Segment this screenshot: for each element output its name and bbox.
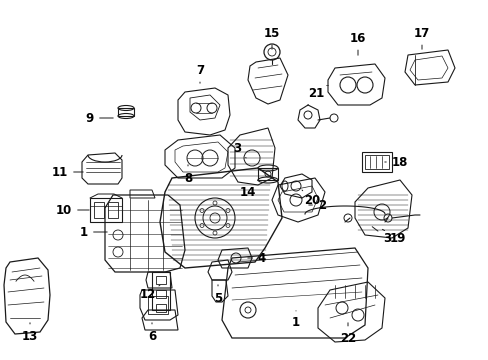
Text: 17: 17 bbox=[413, 27, 429, 49]
Text: 6: 6 bbox=[147, 323, 156, 342]
Text: 10: 10 bbox=[56, 203, 89, 216]
Text: 8: 8 bbox=[183, 165, 192, 185]
Text: 3: 3 bbox=[232, 141, 245, 158]
Text: 15: 15 bbox=[263, 27, 280, 49]
Text: 9: 9 bbox=[86, 112, 113, 125]
Text: 18: 18 bbox=[384, 156, 407, 168]
Text: 1: 1 bbox=[80, 225, 107, 239]
Text: 16: 16 bbox=[349, 32, 366, 55]
Text: 2: 2 bbox=[308, 198, 325, 212]
Text: 7: 7 bbox=[196, 63, 203, 83]
Text: 3: 3 bbox=[371, 227, 390, 244]
Text: 14: 14 bbox=[239, 180, 258, 198]
Text: 1: 1 bbox=[291, 311, 300, 329]
Text: 5: 5 bbox=[213, 285, 222, 305]
Text: 11: 11 bbox=[52, 166, 83, 179]
Text: 4: 4 bbox=[247, 252, 265, 265]
Text: 20: 20 bbox=[302, 190, 320, 207]
Text: 13: 13 bbox=[22, 323, 38, 342]
Text: 12: 12 bbox=[140, 285, 160, 302]
Text: 21: 21 bbox=[307, 86, 324, 106]
Text: 22: 22 bbox=[339, 323, 355, 345]
Text: 19: 19 bbox=[382, 229, 406, 244]
